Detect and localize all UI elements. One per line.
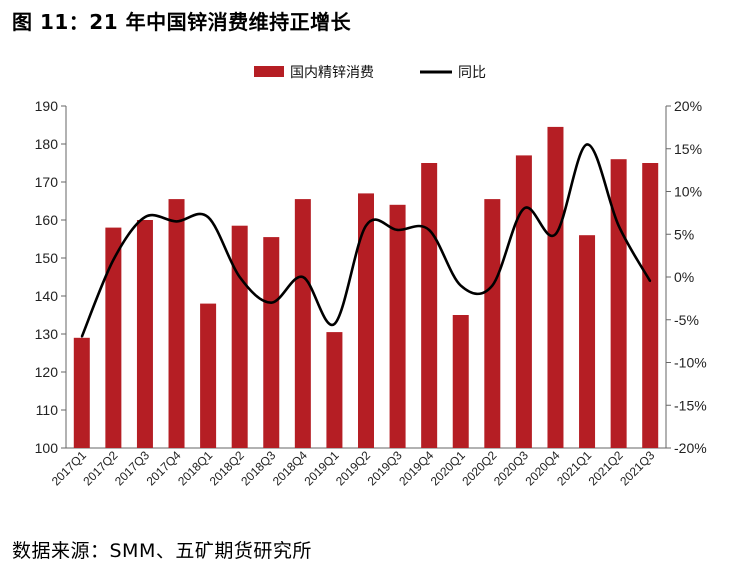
- line-point: [175, 220, 178, 223]
- line-point: [238, 276, 241, 278]
- bar: [294, 199, 311, 448]
- source-note: 数据来源：SMM、五矿期货研究所: [12, 540, 312, 562]
- left-tick-label: 180: [35, 136, 59, 152]
- bar: [231, 225, 248, 448]
- right-tick-label: -20%: [674, 440, 707, 456]
- right-tick-label: 5%: [674, 226, 694, 242]
- bar: [389, 204, 406, 448]
- right-tick-label: 15%: [674, 141, 702, 157]
- bar: [579, 235, 596, 448]
- bar: [484, 199, 501, 448]
- left-tick-label: 110: [36, 402, 59, 418]
- legend-line-label: 同比: [458, 65, 486, 81]
- line-point: [617, 224, 620, 227]
- line-point: [365, 224, 367, 227]
- line-series: [80, 143, 652, 338]
- right-tick-label: -15%: [674, 397, 707, 413]
- right-tick-label: -10%: [674, 355, 707, 371]
- bar: [168, 199, 185, 448]
- line-point: [523, 207, 525, 210]
- left-tick-label: 120: [35, 364, 59, 380]
- bar: [105, 227, 122, 448]
- line-point: [491, 284, 494, 287]
- line-point: [586, 143, 588, 146]
- line-point: [459, 284, 462, 287]
- bar: [136, 220, 153, 448]
- right-tick-label: 20%: [674, 98, 702, 114]
- left-tick-label: 140: [35, 288, 59, 304]
- line-point: [80, 336, 83, 338]
- line-point: [270, 301, 273, 304]
- x-tick-label: 2021Q3: [617, 448, 657, 488]
- bar: [200, 303, 217, 448]
- bar: [610, 159, 627, 448]
- bar-series: [73, 126, 659, 449]
- right-tick-label: -5%: [674, 312, 699, 328]
- legend-bar-swatch: [254, 66, 284, 77]
- right-tick-label: 10%: [674, 184, 702, 200]
- bar: [642, 163, 659, 448]
- line-point: [112, 259, 115, 261]
- left-tick-label: 130: [35, 326, 59, 342]
- figure-title: 图 11：21 年中国锌消费维持正增长: [12, 10, 352, 34]
- legend: 国内精锌消费 同比: [254, 65, 486, 81]
- bar: [73, 337, 90, 448]
- left-tick-label: 160: [35, 212, 59, 228]
- bar: [326, 332, 343, 448]
- line-point: [144, 216, 146, 218]
- bar: [263, 237, 280, 448]
- line-point: [207, 216, 209, 218]
- left-tick-label: 100: [35, 440, 59, 456]
- line-point: [396, 229, 399, 231]
- line-point: [302, 276, 304, 278]
- line-point: [649, 280, 652, 283]
- left-tick-label: 150: [35, 250, 59, 266]
- left-tick-label: 170: [35, 174, 59, 190]
- bar: [358, 193, 374, 448]
- bar: [421, 163, 438, 448]
- bar: [547, 126, 564, 449]
- right-tick-label: 0%: [674, 269, 694, 285]
- legend-bar-label: 国内精锌消费: [290, 65, 374, 81]
- line-point: [333, 323, 336, 325]
- line-point: [428, 229, 430, 231]
- bar: [515, 155, 532, 448]
- line-point: [554, 233, 557, 236]
- bar: [452, 315, 469, 448]
- left-tick-label: 190: [35, 98, 59, 114]
